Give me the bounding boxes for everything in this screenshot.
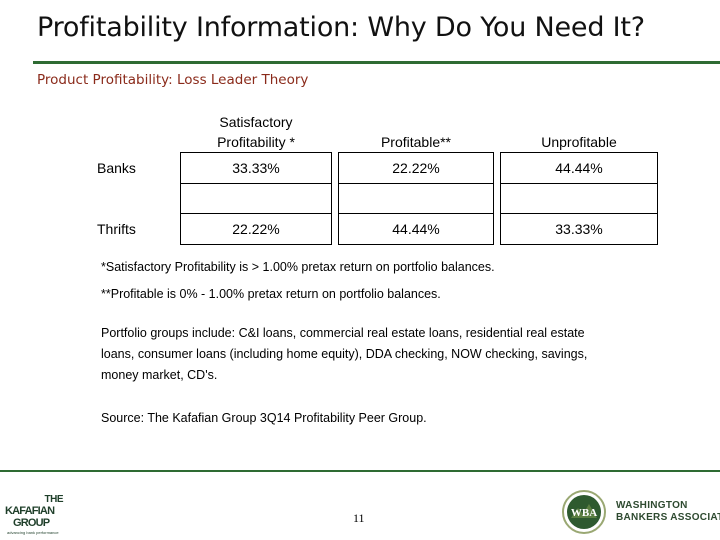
- cell-thrifts-profitable: 44.44%: [338, 213, 494, 245]
- cell-thrifts-satisfactory: 22.22%: [180, 213, 332, 245]
- table-header-row: Satisfactory Profitability * Profitable*…: [97, 106, 658, 153]
- profitability-table: Satisfactory Profitability * Profitable*…: [97, 106, 658, 245]
- header-unprofitable: Unprofitable: [541, 134, 617, 150]
- cell-banks-satisfactory: 33.33%: [180, 152, 332, 184]
- kafafian-logo-line3: GROUP: [13, 517, 50, 529]
- header-satisfactory-line2: Profitability *: [217, 134, 295, 150]
- footnotes: *Satisfactory Profitability is > 1.00% p…: [101, 257, 621, 429]
- header-profitable: Profitable**: [380, 134, 452, 150]
- wba-logo: WBA WASHINGTON BANKERS ASSOCIATION: [562, 490, 720, 536]
- kafafian-logo-line2: KAFAFIAN: [5, 505, 55, 517]
- wba-name: WASHINGTON BANKERS ASSOCIATION: [616, 500, 720, 524]
- source-note: Source: The Kafafian Group 3Q14 Profitab…: [101, 411, 427, 425]
- portfolio-groups-note: Portfolio groups include: C&I loans, com…: [101, 326, 588, 382]
- wba-seal-text: WBA: [571, 507, 597, 519]
- slide-subtitle: Product Profitability: Loss Leader Theor…: [37, 72, 309, 88]
- header-satisfactory: Satisfactory Profitability *: [181, 106, 332, 153]
- cell-banks-unprofitable: 44.44%: [500, 152, 658, 184]
- wba-name-line1: WASHINGTON: [616, 500, 688, 511]
- footnote-satisfactory: *Satisfactory Profitability is > 1.00% p…: [101, 260, 495, 274]
- footnote-profitable: **Profitable is 0% - 1.00% pretax return…: [101, 287, 441, 301]
- table-row-banks: Banks 33.33% 22.22% 44.44%: [97, 152, 658, 184]
- row-label-banks: Banks: [97, 160, 136, 176]
- header-satisfactory-line1: Satisfactory: [219, 114, 293, 130]
- table-corner: [97, 106, 181, 153]
- cell-thrifts-unprofitable: 33.33%: [500, 213, 658, 245]
- slide-title: Profitability Information: Why Do You Ne…: [37, 12, 645, 43]
- wba-seal-icon: WBA: [562, 490, 606, 534]
- kafafian-logo-tagline: advancing bank performance: [7, 530, 59, 535]
- kafafian-logo-line1: THE: [44, 494, 64, 505]
- footer-divider: [0, 470, 720, 472]
- kafafian-group-logo: THE KAFAFIAN GROUP advancing bank perfor…: [5, 494, 65, 538]
- cell-banks-profitable: 22.22%: [338, 152, 494, 184]
- table-spacer-row: [97, 183, 658, 214]
- page-number: 11: [353, 511, 365, 525]
- row-label-thrifts: Thrifts: [97, 221, 136, 237]
- wba-name-line2: BANKERS ASSOCIATION: [616, 512, 720, 523]
- table-row-thrifts: Thrifts 22.22% 44.44% 33.33%: [97, 213, 658, 245]
- title-divider: [33, 61, 720, 64]
